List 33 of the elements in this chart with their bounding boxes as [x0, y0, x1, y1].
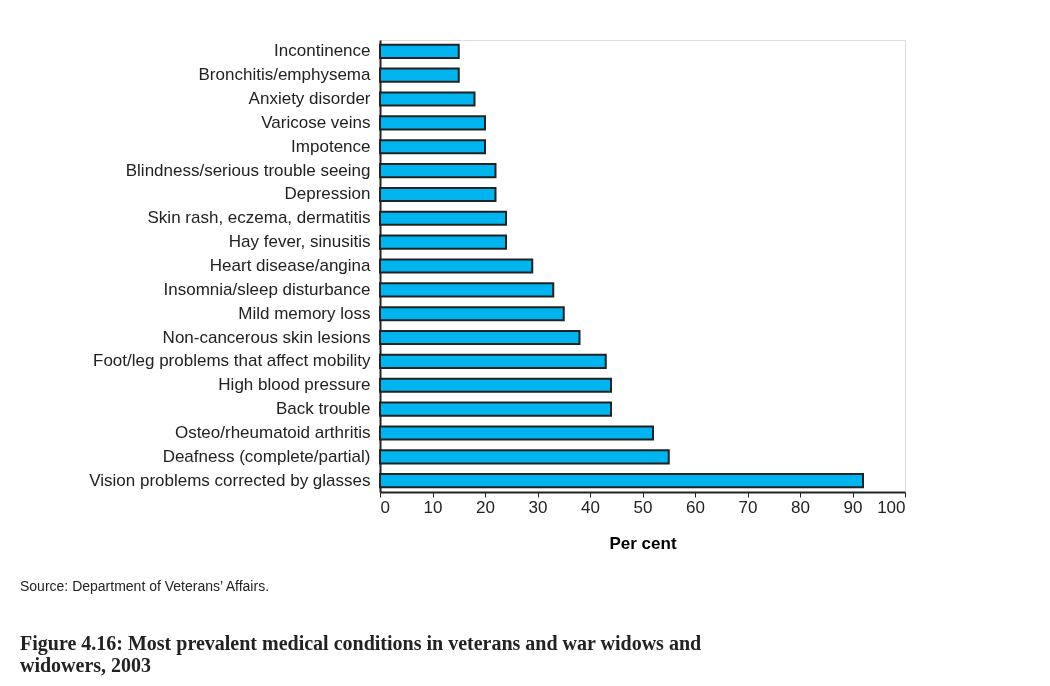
- y-tick-label: Mild memory loss: [238, 303, 371, 323]
- x-tick-label: 40: [581, 497, 600, 517]
- x-tick-label: 20: [476, 497, 495, 517]
- y-tick-label: Incontinence: [274, 41, 371, 61]
- y-tick-label: Insomnia/sleep disturbance: [163, 279, 371, 299]
- x-tick-label: 50: [633, 497, 653, 517]
- x-tick-label: 80: [791, 497, 810, 517]
- source-note: Source: Department of Veterans’ Affairs.: [20, 578, 270, 594]
- x-tick-label: 90: [843, 497, 863, 517]
- x-tick-label: 100: [877, 497, 906, 517]
- y-tick-label: Heart disease/angina: [209, 256, 372, 275]
- y-tick-label: Anxiety disorder: [248, 89, 371, 109]
- y-tick-label: Varicose veins: [261, 112, 371, 132]
- x-axis-title: Per cent: [609, 533, 677, 553]
- y-tick-label: Hay fever, sinusitis: [228, 232, 371, 252]
- y-tick-label: Vision problems corrected by glasses: [89, 470, 371, 490]
- x-tick-label: 70: [738, 497, 758, 517]
- y-tick-label: Osteo/rheumatoid arthritis: [174, 422, 371, 442]
- y-tick-label: High blood pressure: [218, 375, 371, 395]
- y-tick-label: Foot/leg problems that affect mobility: [93, 351, 371, 371]
- x-tick-label: 60: [686, 497, 705, 517]
- y-tick-label: Back trouble: [276, 399, 371, 419]
- x-tick-label: 0: [380, 497, 390, 517]
- y-tick-label: Depression: [284, 184, 371, 204]
- y-tick-label: Bronchitis/emphysema: [198, 65, 372, 85]
- y-tick-label: Deafness (complete/partial): [162, 446, 371, 466]
- y-tick-label: Non-cancerous skin lesions: [162, 327, 371, 347]
- y-tick-label: Skin rash, eczema, dermatitis: [147, 208, 371, 228]
- text: Figure 4.16: Most prevalent medical conditions in veterans and war widows and widowers, 2003: [20, 632, 702, 676]
- x-tick-label: 30: [528, 497, 548, 517]
- x-tick-label: 10: [423, 497, 443, 517]
- y-tick-label: Impotence: [291, 136, 371, 156]
- y-tick-label: Blindness/serious trouble seeing: [125, 160, 371, 180]
